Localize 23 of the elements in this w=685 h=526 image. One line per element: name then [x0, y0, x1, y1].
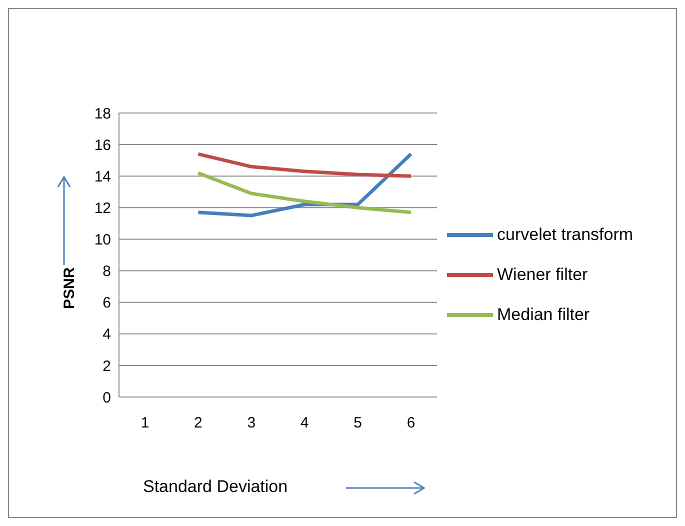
- y-tick-label: 12: [94, 200, 111, 217]
- y-tick-label: 8: [102, 263, 111, 280]
- y-tick-label: 10: [94, 232, 111, 249]
- y-tick-label: 4: [102, 326, 111, 344]
- x-tick-label: 4: [300, 414, 309, 432]
- y-tick-label: 6: [102, 294, 111, 312]
- legend-label: Median filter: [497, 305, 590, 325]
- y-axis-title: PSNR: [61, 267, 78, 309]
- x-tick-label: 5: [354, 414, 362, 432]
- y-tick-label: 2: [102, 358, 111, 375]
- legend-label: curvelet transform: [497, 225, 634, 245]
- legend-label: Wiener filter: [497, 265, 588, 285]
- x-axis-title: Standard Deviation: [143, 477, 288, 497]
- x-tick-label: 2: [194, 414, 202, 432]
- x-tick-label: 3: [247, 414, 256, 432]
- y-tick-label: 0: [102, 389, 111, 406]
- y-tick-label: 14: [94, 168, 111, 186]
- y-tick-label: 16: [94, 136, 111, 154]
- x-tick-label: 1: [140, 414, 150, 432]
- x-tick-label: 6: [406, 414, 416, 432]
- line-series: [196, 171, 413, 214]
- line-series: [196, 152, 413, 178]
- y-tick-label: 18: [94, 105, 111, 122]
